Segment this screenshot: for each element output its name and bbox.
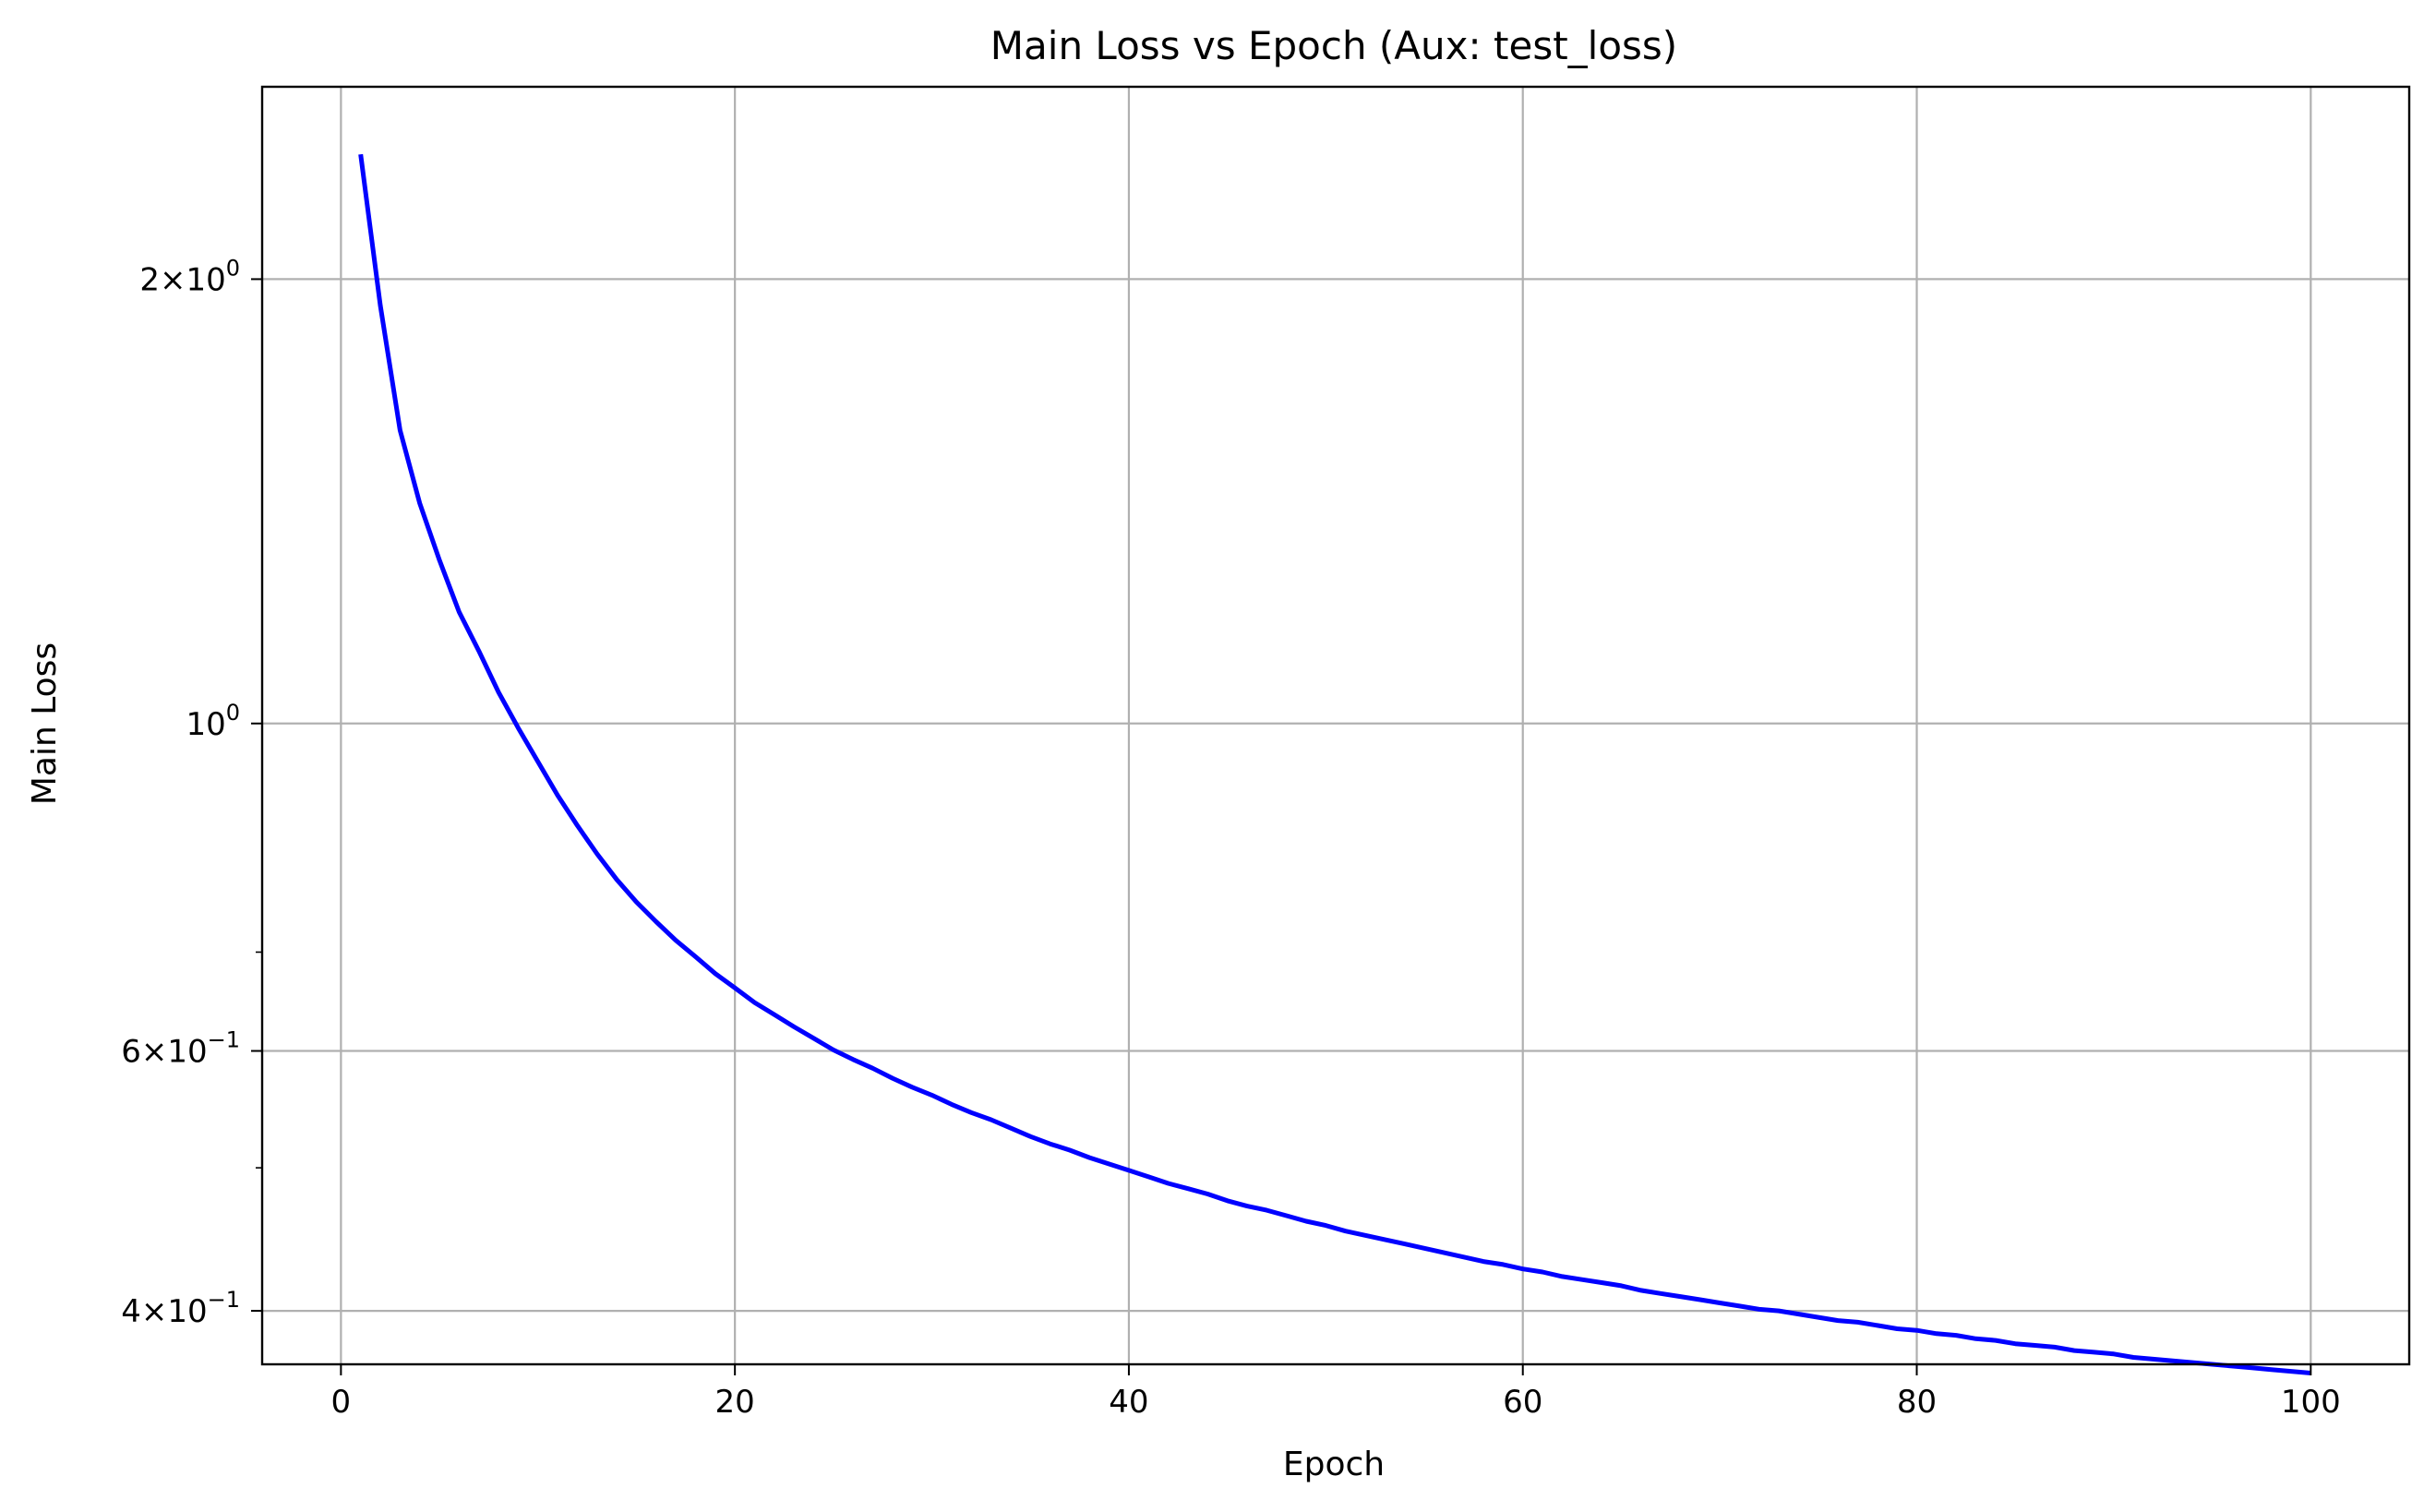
y-tick-label: 100	[186, 700, 240, 743]
axes	[251, 85, 2411, 1375]
series-line	[358, 153, 2311, 1375]
series-lines	[358, 153, 2311, 1375]
x-tick-label: 0	[331, 1384, 352, 1421]
x-tick-label: 100	[2281, 1384, 2341, 1421]
y-tick-label: 2×100	[139, 255, 240, 298]
plot-frame	[260, 85, 2411, 1366]
x-tick-label: 20	[715, 1384, 755, 1421]
x-tick-label: 60	[1503, 1384, 1542, 1421]
x-tick-label: 80	[1897, 1384, 1937, 1421]
grid-lines	[262, 87, 2409, 1364]
y-tick-label: 6×10−1	[121, 1027, 240, 1071]
y-axis-title: Main Loss	[26, 642, 64, 805]
chart-title: Main Loss vs Epoch (Aux: test_loss)	[990, 23, 1677, 68]
x-axis-title: Epoch	[1283, 1446, 1385, 1483]
x-tick-label: 40	[1109, 1384, 1148, 1421]
y-tick-label: 4×10−1	[121, 1287, 240, 1330]
tick-labels: 0 20 40 60 80 100 2×100 100 6×10−1 4×10−1	[121, 255, 2341, 1421]
